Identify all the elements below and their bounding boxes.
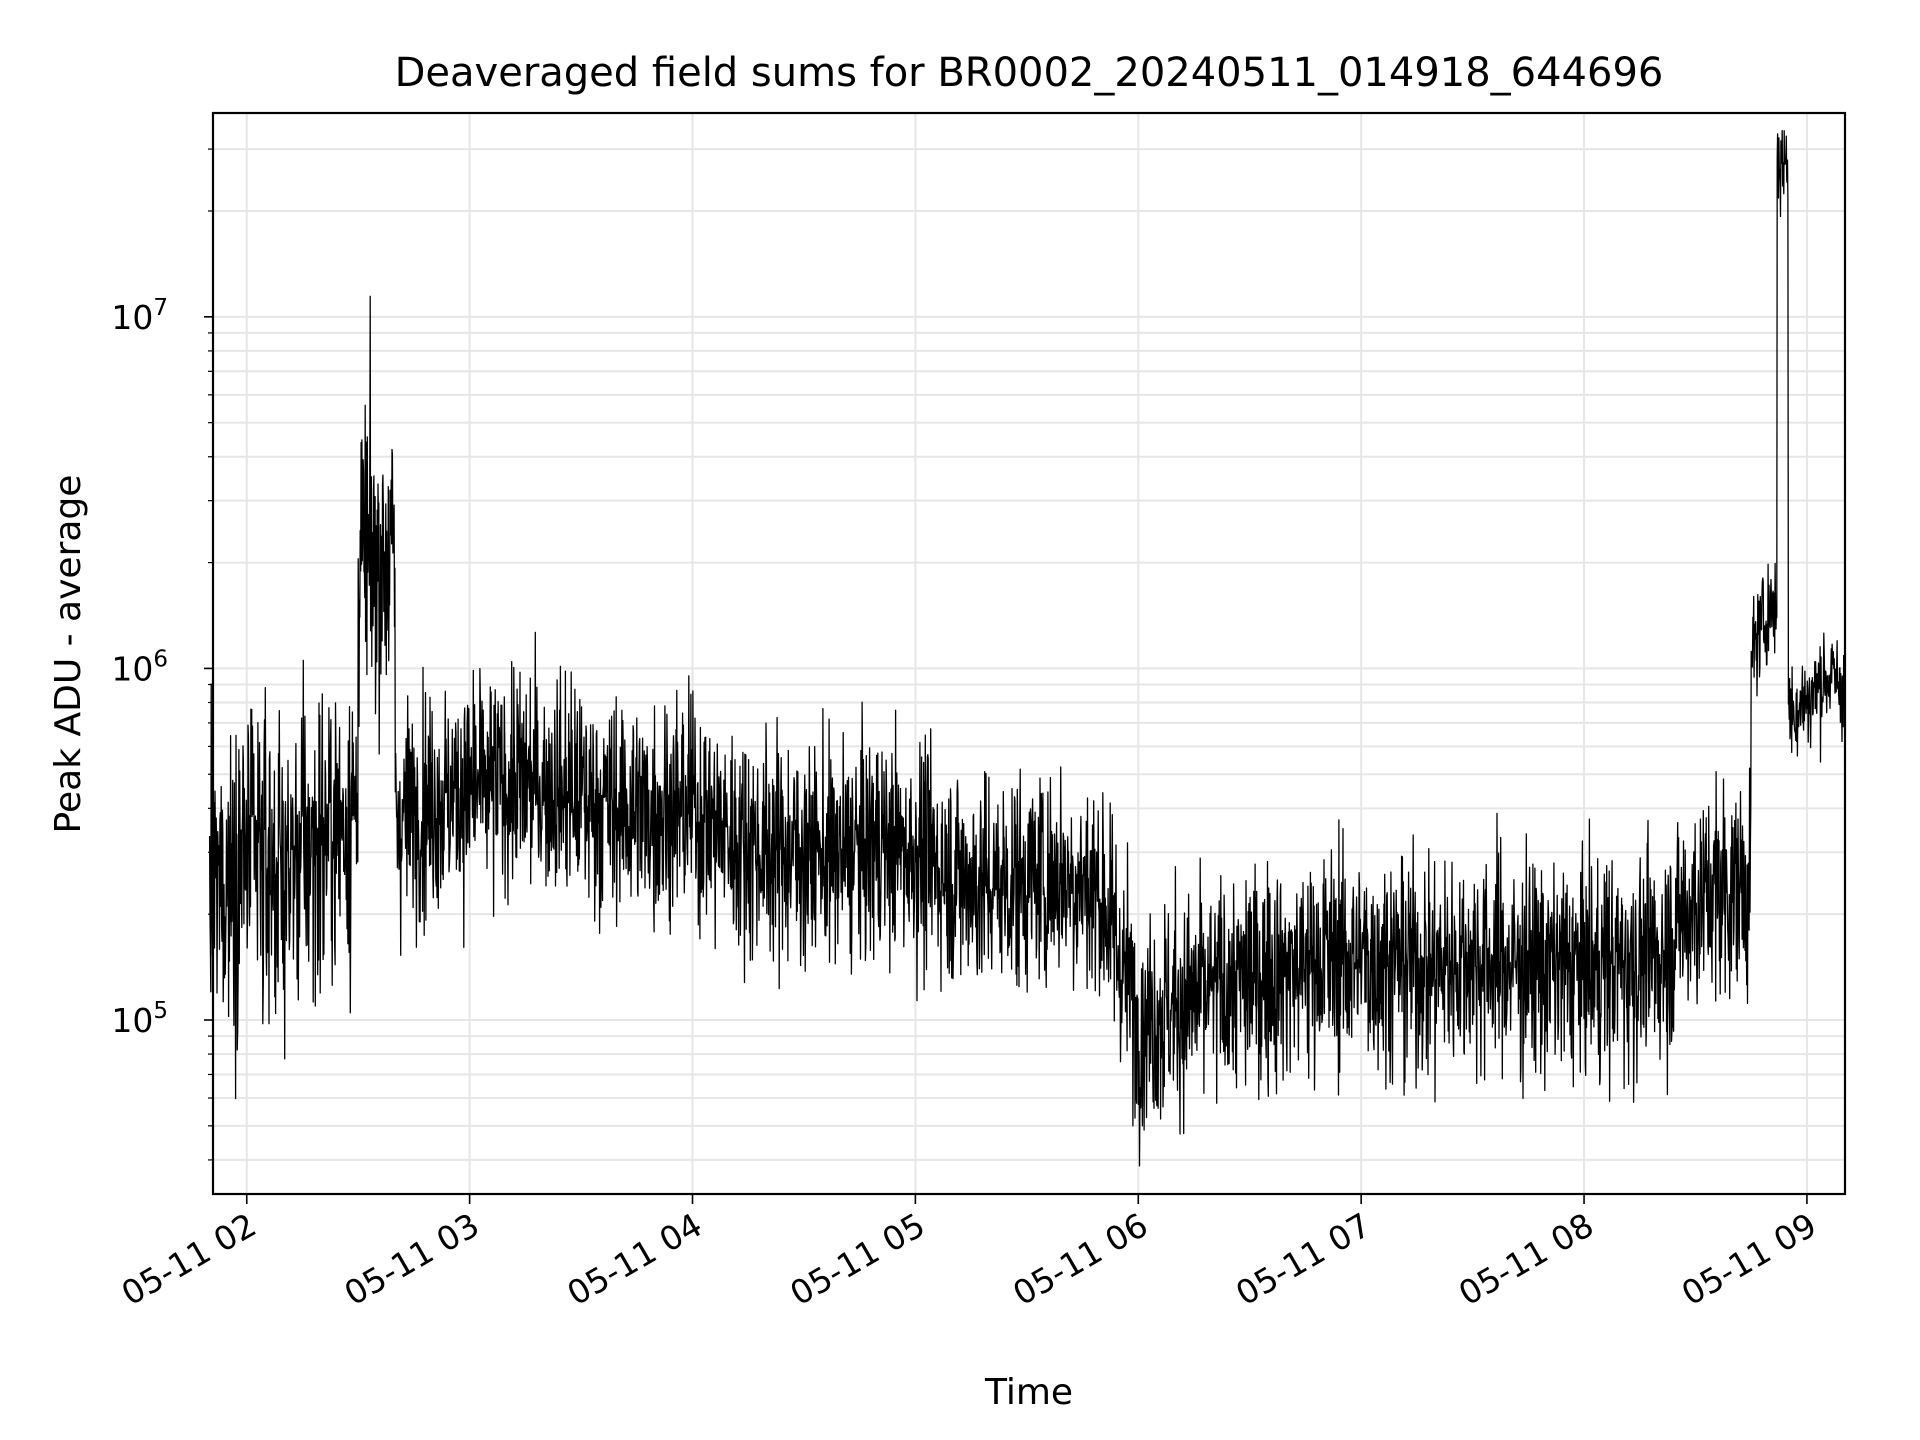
series-line — [208, 129, 1845, 1167]
y-tick-label: 106 — [111, 646, 168, 688]
x-axis-label: Time — [984, 1372, 1073, 1413]
y-tick-label: 107 — [111, 295, 168, 337]
y-axis-label: Peak ADU - average — [48, 475, 89, 834]
chart-title: Deaveraged field sums for BR0002_2024051… — [395, 50, 1664, 96]
y-axis: 105 106 107 — [111, 148, 213, 1161]
plot-frame — [211, 111, 1847, 1196]
grid — [213, 113, 1845, 1194]
y-tick-label: 105 — [111, 998, 168, 1040]
plot-area — [208, 129, 1845, 1167]
